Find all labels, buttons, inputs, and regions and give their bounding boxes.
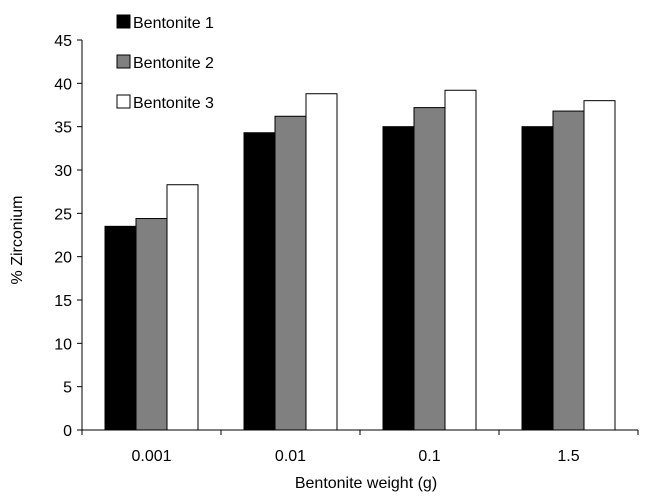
bar — [305, 93, 338, 431]
x-tick-label: 1.5 — [557, 448, 579, 465]
y-tick-label: 15 — [54, 293, 72, 310]
y-tick-label: 0 — [63, 423, 72, 440]
bar — [135, 218, 168, 431]
legend-swatch — [116, 54, 131, 69]
y-tick-label: 45 — [54, 33, 72, 50]
bar — [444, 89, 477, 431]
bar — [104, 225, 137, 431]
legend-label: Bentonite 1 — [133, 15, 214, 32]
x-tick-label: 0.01 — [275, 448, 306, 465]
legend-swatch — [116, 94, 131, 109]
y-tick-label: 5 — [63, 380, 72, 397]
x-axis-label: Bentonite weight (g) — [295, 475, 437, 492]
chart-bars — [104, 89, 616, 431]
bar — [166, 184, 199, 431]
bar — [552, 110, 585, 431]
y-tick-label: 10 — [54, 336, 72, 353]
legend-label: Bentonite 3 — [133, 95, 214, 112]
bar — [413, 107, 446, 431]
y-tick-label: 30 — [54, 163, 72, 180]
bar — [521, 126, 554, 431]
bar — [274, 115, 307, 431]
chart-ticks: 0 5 10 15 20 25 30 35 40 45 0.001 0.01 0.1 1.5 — [54, 33, 639, 465]
bar — [583, 100, 616, 431]
y-tick-label: 35 — [54, 120, 72, 137]
y-axis-label: % Zirconium — [9, 196, 26, 285]
legend-swatch — [116, 14, 131, 29]
bar — [382, 126, 415, 431]
legend-label: Bentonite 2 — [133, 55, 214, 72]
y-tick-label: 40 — [54, 76, 72, 93]
y-tick-label: 20 — [54, 250, 72, 267]
y-tick-label: 25 — [54, 206, 72, 223]
x-tick-label: 0.1 — [418, 448, 440, 465]
chart-legend: Bentonite 1 Bentonite 2 Bentonite 3 — [116, 14, 214, 112]
x-tick-label: 0.001 — [131, 448, 171, 465]
bar — [243, 132, 276, 431]
